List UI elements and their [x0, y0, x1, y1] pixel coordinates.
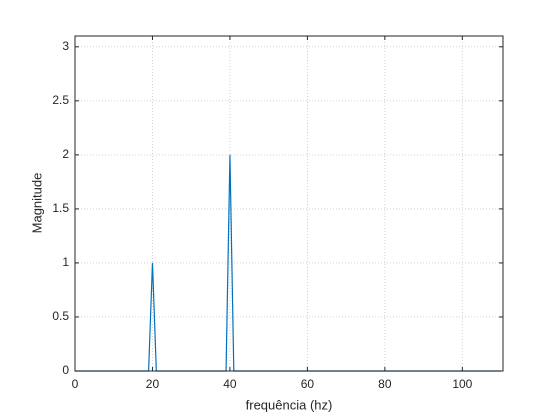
y-tick-label: 3	[62, 39, 69, 53]
axes-box	[74, 35, 504, 372]
y-axis-label: Magnitude	[29, 173, 44, 234]
y-tick-label: 2.5	[52, 93, 69, 107]
y-tick-label: 1.5	[52, 201, 69, 215]
x-tick-label: 60	[301, 377, 315, 391]
x-tick-label: 40	[223, 377, 237, 391]
x-tick-label: 80	[378, 377, 392, 391]
x-tick-label: 20	[146, 377, 160, 391]
y-tick-label: 1	[62, 255, 69, 269]
x-axis-label: frequência (hz)	[246, 397, 333, 412]
y-tick-label: 2	[62, 147, 69, 161]
y-tick-label: 0.5	[52, 309, 69, 323]
x-tick-label: 0	[72, 377, 79, 391]
y-tick-label: 0	[62, 363, 69, 377]
x-tick-label: 100	[452, 377, 472, 391]
